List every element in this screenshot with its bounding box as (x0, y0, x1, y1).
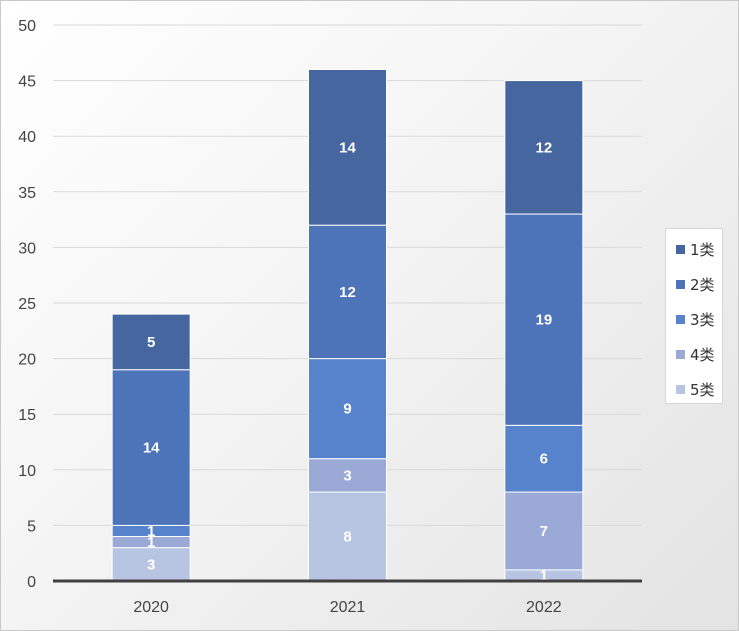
y-tick-label: 25 (18, 296, 36, 313)
legend-label: 5类 (690, 381, 715, 399)
legend-swatch (676, 350, 685, 359)
data-label: 14 (143, 440, 160, 457)
legend-item: 5类 (676, 372, 722, 407)
bar-segment (111, 369, 191, 526)
x-tick-label: 2022 (526, 599, 562, 616)
y-tick-label: 50 (18, 18, 36, 35)
y-tick-label: 5 (27, 518, 36, 535)
data-label: 14 (339, 139, 356, 156)
legend-item: 3类 (676, 302, 722, 337)
legend-label: 2类 (690, 276, 715, 294)
data-label: 3 (147, 556, 155, 573)
legend-item: 4类 (676, 337, 722, 372)
y-axis-tick-labels: 0 5 10 15 20 25 30 35 40 45 50 (18, 18, 36, 591)
data-label: 6 (540, 451, 548, 468)
legend: 1类 2类 3类 4类 5类 (665, 228, 723, 404)
data-label: 8 (343, 529, 351, 546)
y-tick-label: 45 (18, 74, 36, 91)
data-label: 1 (540, 567, 548, 584)
bar-segment (504, 424, 584, 493)
legend-swatch (676, 280, 685, 289)
data-label: 19 (535, 312, 552, 329)
y-tick-label: 15 (18, 407, 36, 424)
data-label: 1 (147, 534, 155, 551)
bar-segment (308, 224, 387, 360)
x-axis-tick-labels: 2020 2021 2022 (133, 599, 561, 616)
data-label: 12 (535, 139, 552, 156)
bar-segment (111, 313, 191, 371)
x-tick-label: 2020 (133, 599, 169, 616)
legend-swatch (676, 385, 685, 394)
bar-segment (308, 458, 387, 493)
bar-segment (308, 68, 387, 226)
legend-item: 1类 (676, 232, 722, 267)
legend-swatch (676, 245, 685, 254)
data-label: 5 (147, 334, 155, 351)
legend-label: 4类 (690, 346, 715, 364)
data-label: 7 (540, 523, 548, 540)
y-tick-label: 20 (18, 352, 36, 369)
y-tick-label: 10 (18, 463, 36, 480)
legend-label: 3类 (690, 311, 715, 329)
legend-swatch (676, 315, 685, 324)
data-label: 9 (343, 401, 351, 418)
x-tick-label: 2021 (330, 599, 366, 616)
bar-segment (504, 491, 584, 571)
legend-item: 2类 (676, 267, 722, 302)
legend-label: 1类 (690, 241, 715, 259)
data-label: 12 (339, 284, 356, 301)
data-label: 1 (147, 523, 155, 540)
bars (111, 68, 584, 582)
bar-segment (504, 80, 584, 215)
data-label: 3 (343, 467, 351, 484)
y-tick-label: 35 (18, 185, 36, 202)
y-tick-label: 30 (18, 240, 36, 257)
y-tick-label: 0 (27, 574, 36, 591)
y-tick-label: 40 (18, 129, 36, 146)
bar-segment (504, 213, 584, 426)
